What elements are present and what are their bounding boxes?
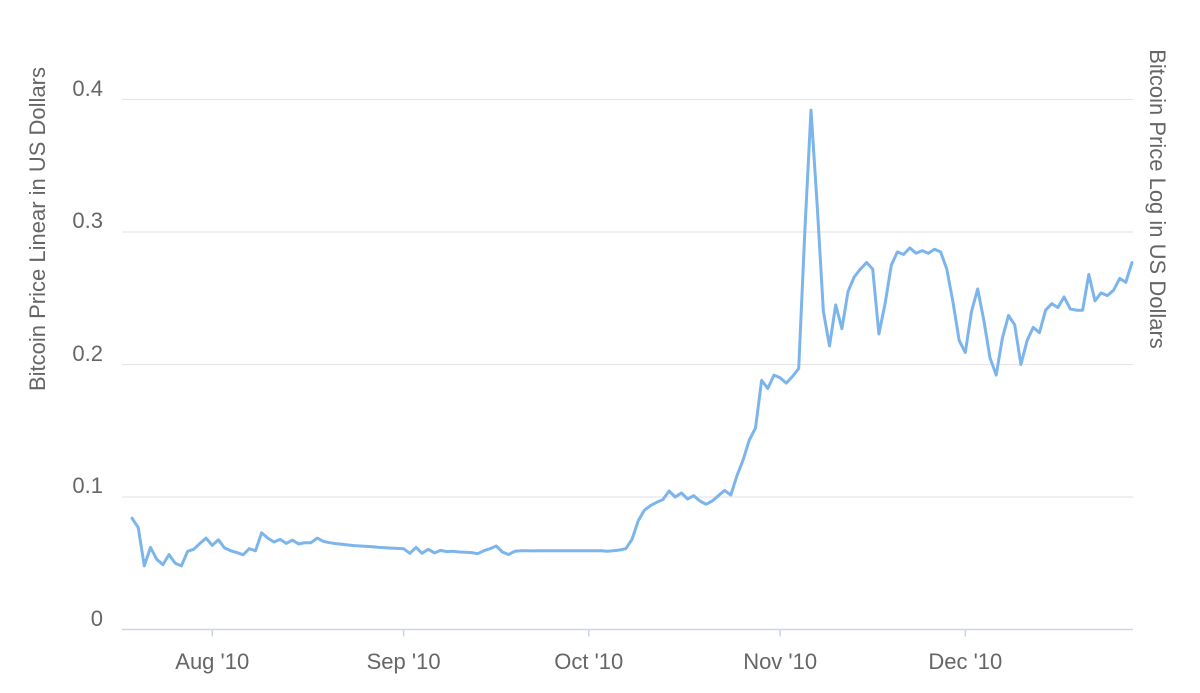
y-tick-label: 0.4 <box>72 75 103 101</box>
y-tick-label: 0.1 <box>72 473 103 498</box>
x-tick-label: Oct '10 <box>554 649 624 674</box>
x-tick-label: Nov '10 <box>743 649 818 674</box>
y-axis-title-right: Bitcoin Price Log in US Dollars <box>1145 49 1170 349</box>
y-tick-label: 0.3 <box>72 208 103 233</box>
y-tick-label: 0.2 <box>72 340 103 366</box>
x-tick-label: Aug '10 <box>175 649 250 674</box>
y-tick-label: 0 <box>90 605 103 631</box>
x-tick-label: Dec '10 <box>928 649 1003 674</box>
price-series-line[interactable] <box>130 108 1134 568</box>
x-tick-label: Sep '10 <box>366 649 441 674</box>
